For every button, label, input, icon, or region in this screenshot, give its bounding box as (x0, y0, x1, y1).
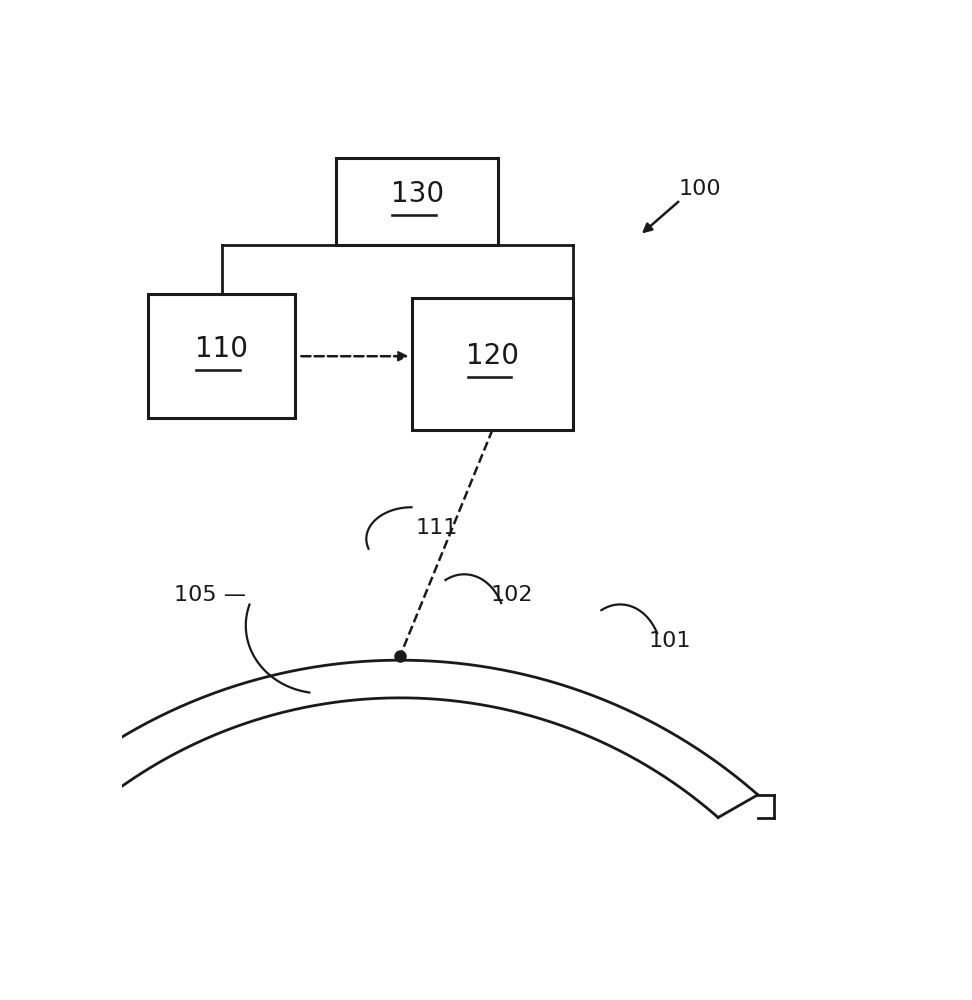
Text: 100: 100 (678, 179, 721, 199)
Text: 120: 120 (466, 342, 519, 370)
Text: 105 —: 105 — (174, 585, 246, 605)
Bar (336, 158, 499, 245)
Text: 101: 101 (649, 631, 691, 651)
Bar (411, 298, 573, 430)
Text: 102: 102 (491, 585, 533, 605)
Text: 111: 111 (415, 518, 458, 538)
Bar (148, 294, 295, 418)
Text: 130: 130 (391, 180, 444, 208)
Text: 110: 110 (194, 335, 248, 363)
